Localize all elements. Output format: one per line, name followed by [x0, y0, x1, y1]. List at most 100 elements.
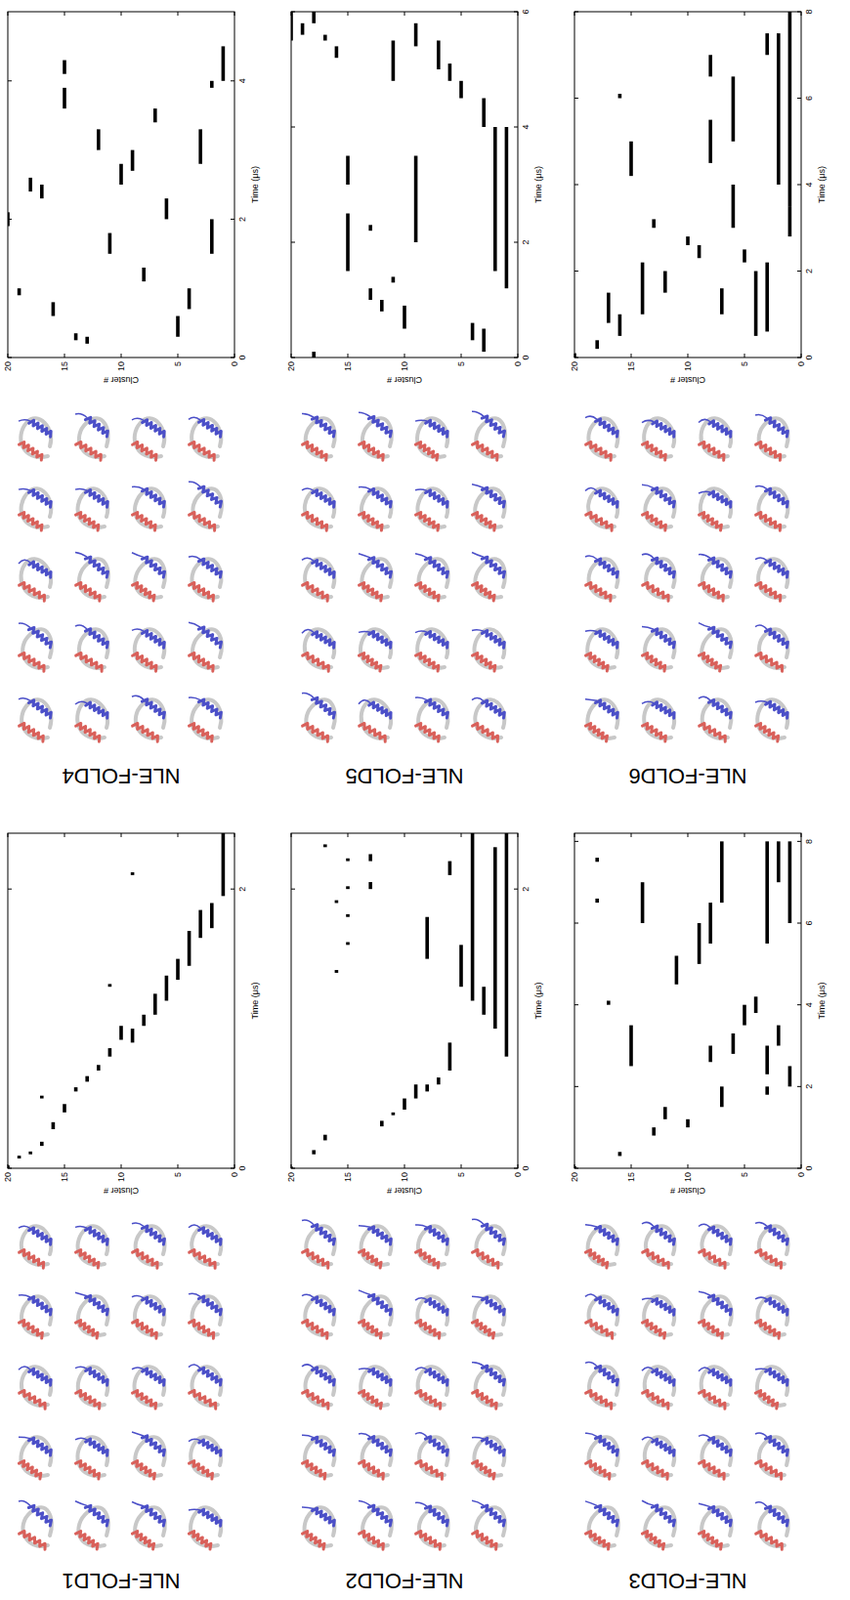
cluster-segment [165, 976, 170, 1002]
y-tick [574, 833, 576, 838]
structure-thumbnail [301, 1435, 335, 1480]
structure-thumbnail [131, 552, 166, 601]
cluster-segment [119, 1025, 124, 1040]
helix [699, 582, 724, 601]
tail [188, 1293, 201, 1297]
tail [358, 1434, 371, 1438]
structure-thumbnail [585, 555, 619, 601]
tail [698, 696, 711, 701]
tail [585, 1433, 597, 1437]
cluster-segment [141, 267, 146, 282]
cluster-segment [765, 33, 769, 55]
backbone [589, 1296, 619, 1336]
cluster-segment [788, 1065, 793, 1087]
x-tick [797, 270, 802, 272]
helix [19, 512, 43, 532]
helix [369, 631, 392, 648]
helix [132, 652, 157, 672]
structure-thumbnail [471, 1500, 506, 1550]
cluster-segment [651, 218, 656, 228]
y-tick [64, 353, 66, 358]
x-axis-title: Time (μs) [533, 166, 544, 204]
cluster-segment [765, 1046, 769, 1075]
y-tick [64, 11, 66, 16]
tail [471, 484, 484, 489]
cluster-segment [675, 955, 680, 984]
helix [651, 1505, 675, 1527]
helix [189, 1390, 216, 1409]
y-tick-label: 5 [739, 361, 750, 367]
helix [416, 1250, 440, 1270]
structure-thumbnail [131, 1223, 166, 1269]
helix [481, 1365, 505, 1386]
y-tick-label: 15 [342, 1172, 353, 1183]
x-tick-label: 4 [237, 78, 248, 84]
tail [471, 1438, 484, 1440]
structure-thumbnail [585, 629, 618, 672]
tail [358, 412, 371, 417]
structure-thumbnail [358, 1290, 392, 1339]
helix [425, 490, 449, 509]
y-tick [121, 833, 123, 838]
cluster-segment [368, 853, 373, 861]
helix [132, 583, 156, 602]
structure-thumbnail [18, 1295, 51, 1339]
panel-title: NLE-FOLD4 [61, 764, 180, 789]
x-tick-label: 6 [520, 8, 531, 14]
helix [141, 1436, 165, 1456]
y-tick-label: 10 [116, 1172, 127, 1183]
rotated-figure: NLE-FOLD102Time (μs)05101520Cluster #NLE… [2, 8, 827, 1593]
helix [472, 1461, 496, 1481]
cluster-segment [481, 329, 486, 353]
helix [302, 722, 329, 742]
tail [641, 1222, 654, 1227]
cluster-segment [198, 910, 203, 939]
tail [415, 489, 427, 491]
cluster-segment [210, 902, 214, 929]
y-tick-label: 5 [456, 1172, 467, 1178]
cluster-segment [425, 917, 429, 960]
tail [188, 556, 201, 560]
data-group [574, 11, 792, 358]
tail [641, 1500, 654, 1506]
structure-thumbnail [471, 552, 506, 602]
cluster-segment [459, 81, 464, 99]
helix [311, 1437, 335, 1456]
helix [198, 627, 221, 648]
helix [85, 1228, 109, 1246]
tail [471, 1500, 484, 1506]
plot-frame [7, 833, 235, 1169]
helix [756, 652, 783, 672]
helix [699, 1249, 725, 1269]
y-tick [177, 833, 179, 838]
tail [131, 629, 144, 632]
y-tick [347, 353, 349, 358]
tail [415, 1225, 427, 1228]
tail [415, 1298, 427, 1301]
tail [755, 1433, 767, 1438]
helix [368, 1505, 391, 1527]
helix [199, 1440, 221, 1456]
tail [18, 1366, 31, 1370]
cluster-segment [448, 1042, 453, 1071]
structure-thumbnail [188, 697, 221, 742]
structure-thumbnail [358, 1501, 392, 1551]
helix [132, 441, 157, 461]
tail [698, 1224, 711, 1229]
y-tick-label: 20 [569, 361, 580, 372]
tail [698, 1367, 711, 1372]
helix [642, 512, 667, 532]
y-tick-label: 5 [172, 1172, 183, 1178]
y-tick [631, 353, 633, 358]
tail [698, 491, 711, 494]
structure-thumbnail [415, 629, 448, 672]
helix [765, 1226, 788, 1245]
x-tick-label: 2 [804, 268, 814, 274]
cluster-segment [436, 1077, 441, 1085]
cluster-segment [28, 177, 33, 192]
helix [425, 557, 448, 578]
helix [586, 1531, 610, 1551]
helix [416, 512, 439, 532]
helix [586, 1319, 613, 1339]
structure-thumbnail [358, 1434, 392, 1481]
